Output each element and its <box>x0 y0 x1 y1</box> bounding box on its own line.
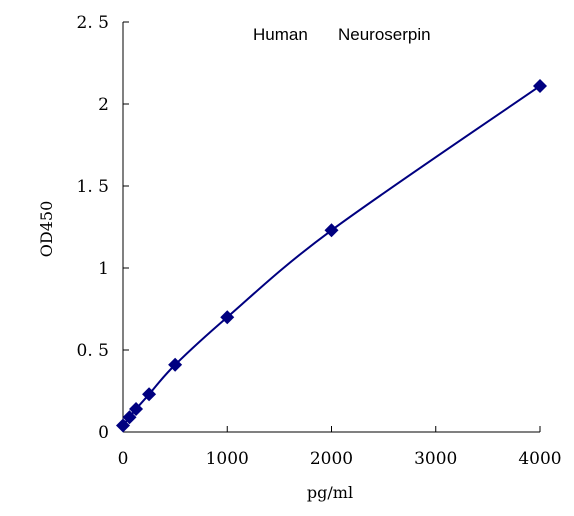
x-tick-label: 4000 <box>518 449 561 469</box>
data-point-diamond <box>533 78 547 93</box>
y-axis-title: OD450 <box>37 201 56 257</box>
x-axis-title: pg/ml <box>307 483 353 502</box>
x-tick-label: 1000 <box>206 449 249 469</box>
y-tick-label: 1. 5 <box>77 177 109 197</box>
data-point-diamond <box>129 402 144 417</box>
data-point-diamond <box>324 223 339 238</box>
data-markers <box>116 78 547 433</box>
y-tick-label: 1 <box>98 259 109 279</box>
x-tick-label: 0 <box>118 449 129 469</box>
data-point-diamond <box>122 410 137 425</box>
y-tick-label: 2 <box>98 95 109 115</box>
chart-title-word-2: Neuroserpin <box>338 25 431 44</box>
chart-title-word-1: Human <box>253 25 308 44</box>
fit-curve-line <box>122 85 541 427</box>
y-tick-label: 0. 5 <box>77 341 109 361</box>
data-point-diamond <box>142 387 157 402</box>
y-tick-label: 0 <box>98 423 109 443</box>
data-point-diamond <box>168 357 183 372</box>
data-point-diamond <box>116 418 130 433</box>
data-point-diamond <box>220 310 235 325</box>
x-tick-label: 3000 <box>414 449 457 469</box>
x-tick-label: 2000 <box>310 449 353 469</box>
y-axis-ticks: 0 0. 5 1 1. 5 2 2. 5 <box>77 13 129 443</box>
x-axis-ticks: 0 1000 2000 3000 4000 <box>118 426 562 469</box>
y-tick-label: 2. 5 <box>77 13 109 33</box>
